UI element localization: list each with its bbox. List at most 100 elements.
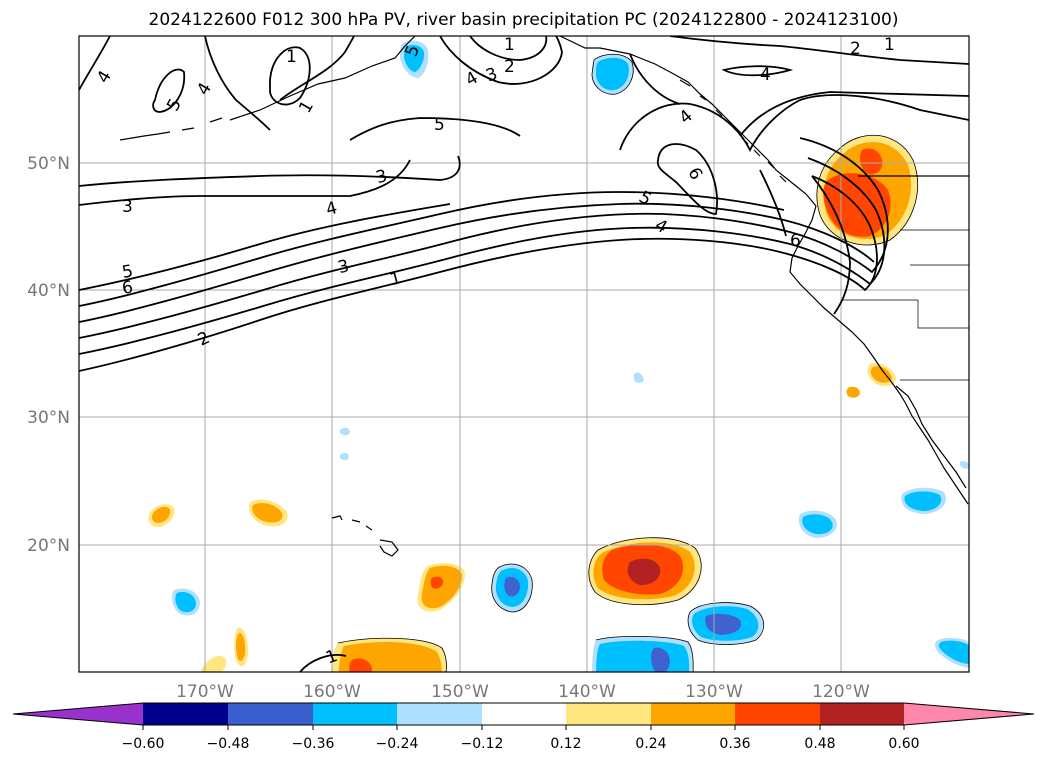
pv-contour-4	[79, 202, 875, 323]
colorbar-tick-label: −0.12	[461, 736, 504, 752]
precip-blob-2b	[252, 502, 283, 523]
pv-contour-6	[79, 203, 451, 291]
contour-label: 6	[790, 231, 801, 251]
pv-contour-21	[721, 65, 794, 77]
colorbar-tick-label: 0.12	[550, 736, 581, 752]
pv-contour-1	[79, 175, 878, 372]
map-plot-area: 4 5 4 1 1 5 4 3 2 1 5 4 4 2 1 6 5 4 6 3 …	[79, 35, 969, 672]
colorbar-tick-label: 0.48	[804, 736, 835, 752]
aleutian-islands	[119, 117, 223, 141]
pv-contour-14	[269, 46, 311, 106]
pv-contour-18	[656, 143, 718, 215]
contour-label: 2	[504, 57, 515, 77]
contour-label: 3	[122, 197, 133, 217]
colorbar-max-extend	[904, 703, 1034, 725]
lon-label-140w: 140°W	[558, 682, 616, 702]
pv-contour-11	[439, 36, 563, 85]
contour-label: 4	[760, 65, 771, 85]
pv-contour-7	[79, 155, 461, 187]
pv-contour-17	[619, 94, 969, 153]
lon-label-170w: 170°W	[176, 682, 234, 702]
contour-label: 1	[884, 35, 895, 55]
pv-contour-20	[669, 36, 969, 65]
precip-blob-3b	[235, 632, 246, 662]
neg-dot-2	[340, 427, 350, 436]
neg-dot-4	[960, 461, 969, 469]
precip-outlines	[337, 53, 919, 672]
colorbar-tick-label: −0.36	[292, 736, 335, 752]
colorbar-tick-label: 0.24	[635, 736, 666, 752]
colorbar-tick-label: 0.60	[888, 736, 919, 752]
pv-contour-12	[469, 36, 548, 61]
neg-blob-2b	[802, 514, 833, 535]
neg-south-c	[651, 647, 670, 672]
map-title: 2024122600 F012 300 hPa PV, river basin …	[148, 10, 899, 30]
pnw-precip-red-small	[860, 148, 883, 175]
colorbar-segment	[820, 703, 904, 725]
pv-contour-22	[629, 53, 681, 105]
pv-contour-8	[79, 159, 411, 206]
map-frame	[78, 35, 970, 673]
south-precip-red	[349, 658, 372, 672]
pv-contour-25	[299, 654, 347, 672]
longitude-labels: 170°W 160°W 150°W 140°W 130°W 120°W	[176, 682, 870, 702]
lon-label-120w: 120°W	[812, 682, 870, 702]
neg-dot-3	[340, 452, 349, 461]
colorbar-segment	[228, 703, 313, 725]
colorbar-segment	[482, 703, 566, 725]
precip-blob-1b	[151, 506, 171, 523]
pv-contour-10	[349, 117, 521, 141]
colorbar-min-extend	[13, 703, 143, 725]
contour-label: 6	[121, 277, 135, 299]
map-gridlines	[79, 36, 969, 672]
precip-blob-4	[201, 655, 227, 672]
neg-blob-3b	[904, 491, 942, 511]
pv-contours	[79, 36, 969, 672]
colorbar-segment	[143, 703, 228, 725]
colorbar-segment	[397, 703, 482, 725]
contour-label: 1	[286, 47, 297, 67]
colorbar-segment	[735, 703, 820, 725]
pv-contour-16	[79, 36, 111, 91]
colorbar: −0.60 −0.48 −0.36 −0.24 −0.12 0.12 0.24 …	[12, 702, 1035, 752]
lon-label-150w: 150°W	[431, 682, 489, 702]
precip-147w-orange	[421, 565, 462, 609]
pv-contour-24	[759, 169, 787, 237]
lat-label-20n: 20°N	[27, 536, 70, 556]
pv-contour-23	[811, 175, 851, 315]
neg-gulf-alaska-b	[596, 57, 629, 91]
colorbar-tick-label: −0.24	[376, 736, 419, 752]
pv-contour-15	[204, 36, 271, 131]
lon-label-160w: 160°W	[303, 682, 361, 702]
pv-contour-19	[739, 91, 969, 137]
colorbar-tick-label: −0.60	[122, 736, 165, 752]
contour-label: 2	[850, 39, 861, 59]
contour-label: 3	[374, 166, 390, 188]
colorbar-segment	[651, 703, 735, 725]
pv-contour-3	[79, 137, 889, 339]
neg-145w-c	[504, 576, 520, 597]
precip-blob-5b	[870, 366, 892, 383]
contour-label: 5	[434, 115, 445, 135]
pv-contour-2	[79, 157, 886, 355]
neg-dot-1	[634, 372, 644, 383]
hawaii-islands	[331, 515, 399, 557]
pv-contour-5	[79, 191, 785, 307]
contour-label: 3	[336, 256, 352, 278]
neg-aleutian-b	[404, 44, 425, 72]
baja-coast	[895, 385, 967, 489]
precip-blob-6	[846, 386, 860, 398]
colorbar-tick-label: −0.48	[207, 736, 250, 752]
latitude-labels: 50°N 40°N 30°N 20°N	[27, 154, 70, 556]
lat-label-50n: 50°N	[27, 154, 70, 174]
neg-blob-1b	[175, 592, 196, 613]
contour-label: 5	[121, 261, 135, 283]
contour-label: 1	[388, 268, 404, 290]
us-state-borders	[842, 229, 969, 329]
central-precip-darkred	[627, 558, 661, 586]
pnw-coast	[789, 205, 969, 505]
pv-contour-13	[152, 68, 186, 113]
lon-label-130w: 130°W	[685, 682, 743, 702]
pv-contour-9	[279, 36, 355, 101]
